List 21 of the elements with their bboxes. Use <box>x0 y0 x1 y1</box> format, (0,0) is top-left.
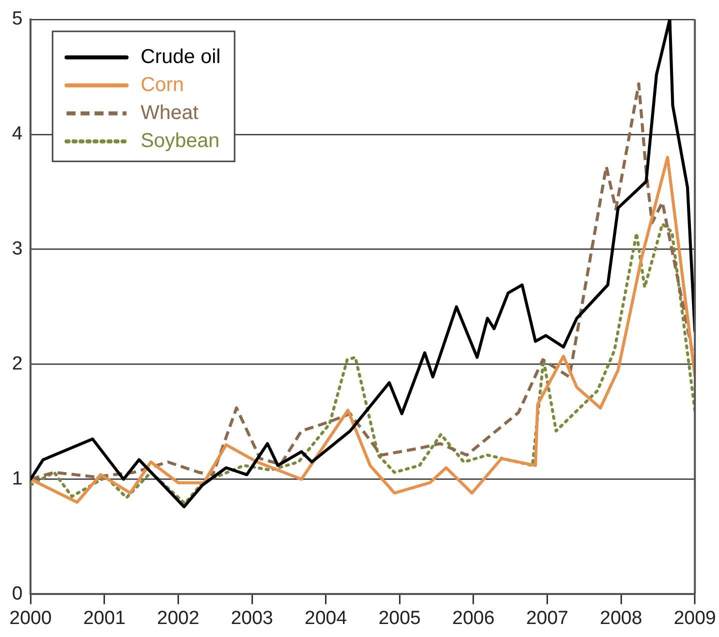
y-tick-label: 0 <box>12 583 23 604</box>
y-tick-label: 5 <box>12 8 23 30</box>
y-tick-label: 1 <box>12 468 23 490</box>
x-tick-label: 2003 <box>230 608 274 629</box>
y-tick-label: 4 <box>12 124 23 145</box>
x-tick-label: 2000 <box>9 608 52 629</box>
x-tick-label: 2002 <box>157 608 200 629</box>
x-tick-label: 2001 <box>83 608 126 629</box>
legend-label: Crude oil <box>140 46 221 68</box>
legend-label: Wheat <box>140 102 199 124</box>
legend-label: Soybean <box>140 130 220 152</box>
y-tick-label: 3 <box>12 238 23 260</box>
y-tick-label: 2 <box>12 354 23 375</box>
x-tick-label: 2005 <box>378 608 421 629</box>
x-tick-label: 2006 <box>452 608 495 629</box>
legend-label: Corn <box>140 74 184 96</box>
x-tick-label: 2009 <box>674 608 716 629</box>
x-tick-label: 2007 <box>526 608 568 629</box>
x-tick-label: 2008 <box>600 608 642 629</box>
line-series <box>30 222 695 505</box>
x-tick-label: 2004 <box>304 608 348 629</box>
